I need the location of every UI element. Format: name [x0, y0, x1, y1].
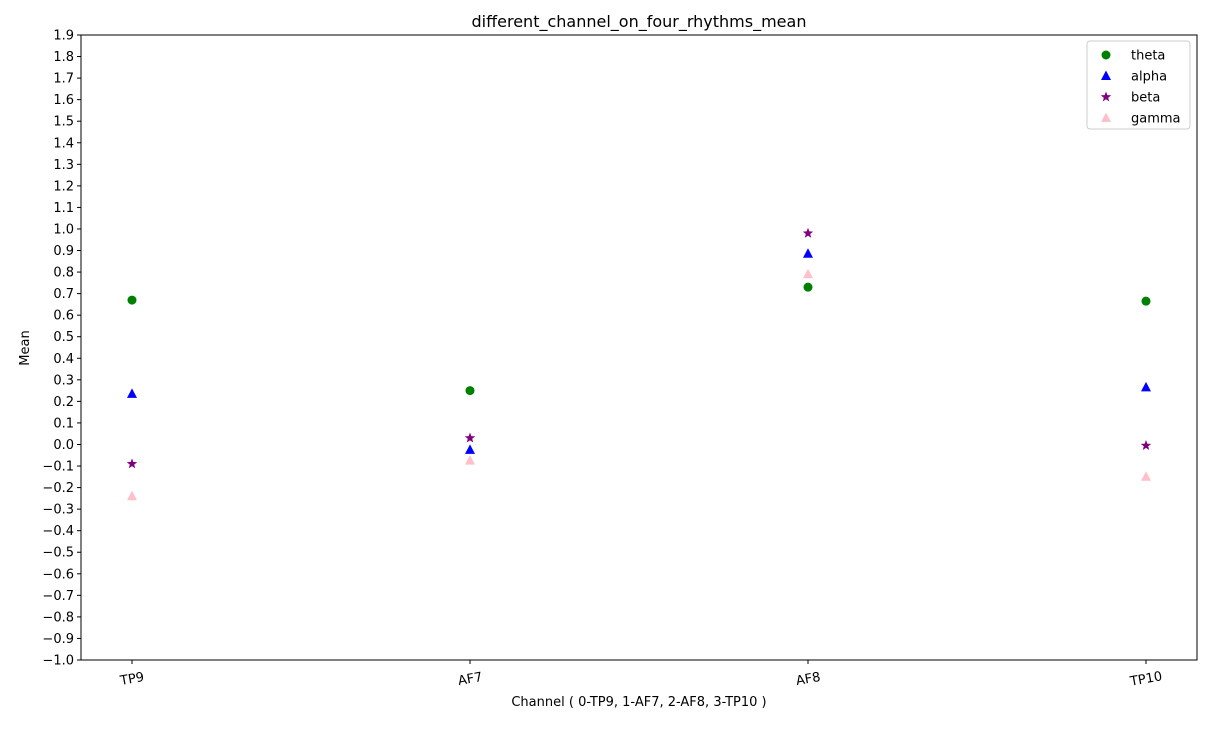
legend-label-gamma: gamma: [1131, 112, 1181, 127]
y-tick-label: 1.2: [53, 179, 74, 194]
y-axis: −1.0 −0.9 −0.8 −0.7 −0.6 −0.5 −0.4 −0.3 −0.2 −0.1…: [42, 29, 81, 669]
point-beta-af8: [802, 227, 814, 238]
y-tick-label: 0.6: [53, 309, 74, 324]
legend-label-alpha: alpha: [1131, 70, 1167, 85]
y-tick-label: 0.1: [53, 416, 74, 431]
point-beta-tp9: [126, 458, 138, 469]
y-tick-label: 1.4: [53, 136, 74, 151]
y-tick-label: 1.3: [53, 158, 74, 173]
point-beta-af7: [464, 432, 476, 443]
y-tick-label: 0.5: [53, 330, 74, 345]
point-alpha-af7: [465, 444, 475, 454]
legend-marker-gamma: [1101, 112, 1111, 122]
x-tick-label: AF8: [795, 670, 822, 689]
legend-marker-beta: [1100, 91, 1112, 102]
x-tick-label: TP10: [1128, 669, 1163, 690]
y-tick-label: −0.3: [42, 503, 74, 518]
x-tick-label: TP9: [118, 670, 145, 689]
legend-marker-alpha: [1101, 70, 1111, 80]
point-gamma-af7: [465, 455, 475, 465]
legend-box: [1086, 40, 1191, 130]
point-theta-tp9: [127, 295, 137, 305]
y-tick-label: −0.1: [42, 460, 74, 475]
y-tick-label: 0.2: [53, 395, 74, 410]
y-tick-label: 1.0: [53, 222, 74, 237]
y-tick-label: −0.4: [42, 524, 74, 539]
x-axis: TP9 AF7 AF8 TP10: [118, 660, 1163, 690]
y-tick-label: 0.8: [53, 266, 74, 281]
legend-label-beta: beta: [1131, 91, 1160, 106]
y-tick-label: 0.4: [53, 352, 74, 367]
point-alpha-af8: [803, 248, 813, 258]
x-tick-label: AF7: [457, 670, 484, 689]
legend-marker-theta: [1101, 50, 1111, 60]
y-tick-label: 1.8: [53, 50, 74, 65]
y-tick-label: 0.7: [53, 287, 74, 302]
point-theta-tp10: [1141, 296, 1151, 306]
y-tick-label: −0.8: [42, 610, 74, 625]
data-points: [126, 227, 1152, 501]
y-tick-label: −0.2: [42, 481, 74, 496]
point-theta-af8: [803, 282, 813, 292]
y-tick-label: −0.9: [42, 632, 74, 647]
point-alpha-tp10: [1141, 381, 1151, 392]
point-gamma-tp9: [127, 490, 137, 501]
y-tick-label: 1.6: [53, 93, 74, 108]
point-gamma-tp10: [1141, 471, 1151, 481]
y-tick-label: −0.6: [42, 567, 74, 582]
point-gamma-af8: [803, 268, 813, 279]
chart-title: different_channel_on_four_rhythms_mean: [472, 12, 807, 32]
y-tick-label: 1.5: [53, 115, 74, 130]
y-tick-label: 1.9: [53, 29, 74, 44]
point-beta-tp10: [1140, 440, 1152, 451]
y-tick-label: 0.0: [53, 438, 74, 453]
plot-area: [80, 34, 1198, 661]
y-tick-label: −0.7: [42, 589, 74, 604]
legend-label-theta: theta: [1131, 49, 1165, 64]
y-tick-label: −0.5: [42, 546, 74, 561]
y-tick-label: 0.9: [53, 244, 74, 259]
y-tick-label: 1.1: [53, 201, 74, 216]
x-axis-label: Channel ( 0-TP9, 1-AF7, 2-AF8, 3-TP10 ): [511, 695, 766, 710]
point-alpha-tp9: [127, 388, 137, 398]
point-theta-af7: [465, 386, 475, 396]
y-tick-label: −1.0: [42, 654, 74, 669]
y-axis-label: Mean: [18, 330, 33, 365]
legend: theta alpha beta gamma: [1086, 40, 1191, 130]
y-tick-label: 1.7: [53, 72, 74, 87]
y-tick-label: 0.3: [53, 373, 74, 388]
